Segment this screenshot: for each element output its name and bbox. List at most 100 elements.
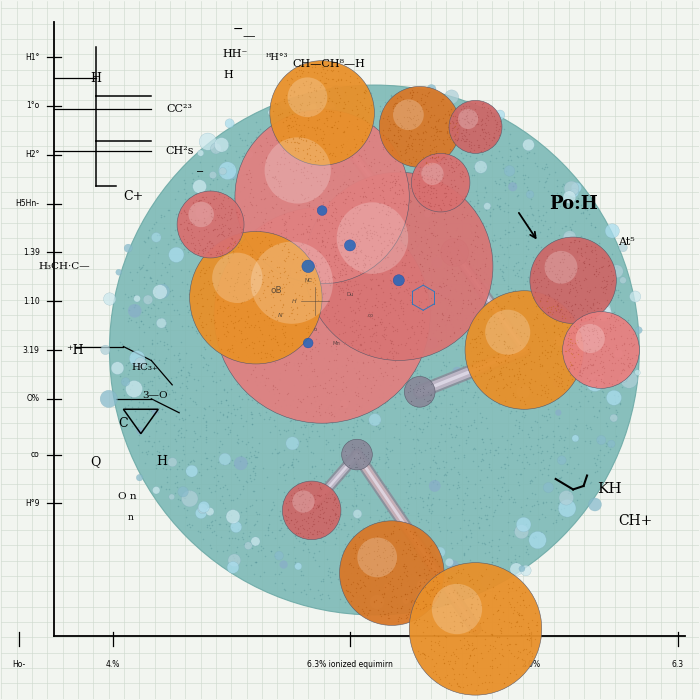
Point (547, 439, 559, 450)
Point (466, 623, 477, 634)
Point (268, 280, 279, 291)
Point (384, 184, 395, 195)
Point (282, 549, 293, 560)
Point (477, 449, 488, 460)
Point (340, 538, 351, 549)
Point (341, 251, 352, 262)
Point (523, 272, 534, 283)
Point (438, 385, 449, 396)
Point (253, 141, 264, 152)
Point (201, 522, 212, 533)
Point (624, 325, 635, 336)
Point (228, 260, 239, 272)
Point (547, 282, 559, 293)
Point (564, 244, 575, 255)
Point (340, 381, 351, 392)
Point (430, 412, 441, 423)
Point (384, 534, 395, 545)
Point (207, 224, 218, 235)
Point (300, 255, 311, 266)
Point (314, 511, 325, 522)
Point (405, 479, 416, 490)
Point (480, 186, 491, 197)
Point (309, 321, 321, 332)
Point (212, 456, 223, 467)
Point (265, 278, 276, 289)
Point (404, 603, 415, 614)
Point (477, 98, 488, 109)
Point (441, 575, 452, 587)
Point (370, 326, 382, 337)
Point (272, 159, 283, 170)
Point (585, 217, 596, 228)
Point (421, 395, 433, 406)
Point (477, 125, 488, 136)
Point (230, 146, 241, 157)
Point (264, 386, 275, 397)
Point (455, 214, 466, 225)
Point (297, 497, 308, 508)
Point (406, 262, 417, 274)
Point (313, 277, 324, 288)
Point (386, 321, 398, 332)
Point (476, 456, 487, 467)
Point (328, 238, 339, 249)
Point (174, 456, 185, 468)
Circle shape (495, 110, 505, 120)
Point (313, 206, 324, 217)
Point (225, 209, 236, 220)
Circle shape (342, 439, 372, 470)
Point (393, 616, 404, 627)
Point (346, 316, 357, 327)
Point (279, 225, 290, 236)
Point (454, 610, 466, 622)
Point (360, 570, 371, 581)
Point (564, 360, 575, 372)
Point (470, 423, 481, 434)
Point (304, 487, 315, 498)
Point (275, 175, 286, 186)
Point (456, 302, 468, 313)
Point (196, 349, 207, 360)
Point (486, 556, 498, 568)
Point (401, 613, 412, 624)
Point (508, 264, 519, 275)
Point (302, 191, 314, 202)
Point (416, 88, 428, 99)
Point (436, 178, 447, 190)
Point (477, 354, 488, 365)
Point (217, 262, 228, 273)
Point (170, 471, 181, 482)
Point (335, 523, 346, 534)
Point (465, 590, 476, 601)
Point (281, 130, 292, 141)
Point (381, 118, 392, 130)
Point (280, 115, 291, 126)
Point (419, 555, 430, 566)
Point (600, 340, 611, 351)
Point (353, 390, 364, 401)
Point (176, 463, 187, 475)
Point (298, 483, 309, 494)
Point (360, 295, 372, 307)
Point (503, 283, 514, 294)
Point (316, 526, 327, 538)
Point (351, 139, 362, 150)
Point (309, 62, 321, 73)
Point (209, 251, 220, 262)
Point (588, 359, 599, 370)
Point (306, 260, 317, 272)
Point (256, 544, 267, 555)
Point (207, 309, 218, 321)
Point (330, 492, 341, 503)
Point (386, 330, 398, 341)
Point (377, 125, 388, 136)
Point (393, 122, 404, 133)
Point (214, 482, 225, 493)
Point (601, 323, 612, 335)
Point (458, 253, 469, 264)
Point (137, 318, 148, 330)
Point (484, 547, 495, 558)
Point (424, 336, 435, 347)
Point (242, 312, 253, 323)
